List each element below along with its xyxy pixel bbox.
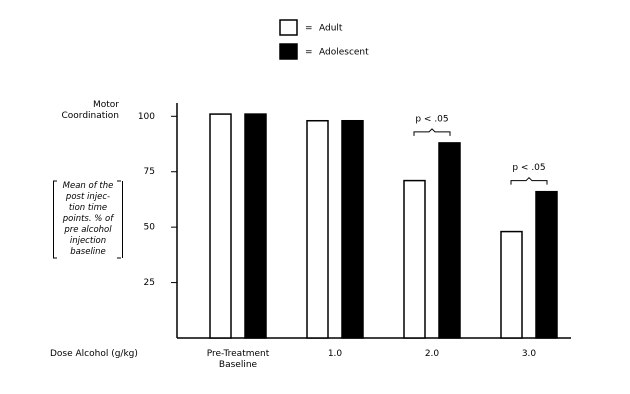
y-tick-label: 50 [144, 223, 156, 233]
x-tick-label: 1.0 [327, 349, 343, 359]
x-tick-label: 3.0 [521, 349, 537, 359]
annotation: p < .05 [415, 114, 448, 124]
y-tick-label: 100 [138, 112, 155, 122]
bar [306, 119, 329, 339]
y-note-line: baseline [70, 247, 106, 257]
bar [209, 113, 232, 339]
legend-label: Adult [319, 24, 343, 34]
y-note-line: Mean of the [62, 181, 114, 191]
bar [438, 142, 461, 339]
bar [244, 113, 267, 339]
legend-prefix: = [305, 24, 313, 34]
bar [341, 119, 364, 339]
x-tick-label: Pre-Treatment Baseline [206, 349, 270, 370]
y-note-line: tion time [68, 203, 108, 213]
y-note-line: injection [69, 236, 107, 246]
y-tick-label: 25 [144, 278, 155, 288]
legend-swatch [279, 19, 298, 36]
legend-swatch [279, 43, 298, 60]
y-note-line: points. % of [62, 214, 114, 224]
legend-label: Adolescent [319, 48, 369, 58]
significance-bracket [510, 176, 548, 185]
bar [500, 230, 523, 339]
x-tick-label: 2.0 [424, 349, 440, 359]
bar [535, 190, 558, 339]
significance-bracket [413, 128, 451, 136]
y-note-line: pre alcohol [64, 225, 112, 235]
bar [403, 179, 426, 339]
y-note-line: post injec- [65, 192, 111, 202]
x-axis-label: Dose Alcohol (g/kg) [50, 349, 138, 359]
legend-prefix: = [305, 48, 313, 58]
y-tick-label: 75 [144, 167, 155, 177]
y-axis-label: Motor Coordination [61, 100, 119, 121]
annotation: p < .05 [512, 163, 545, 173]
y-note: Mean of the post injec-tion time points. %… [53, 181, 123, 258]
